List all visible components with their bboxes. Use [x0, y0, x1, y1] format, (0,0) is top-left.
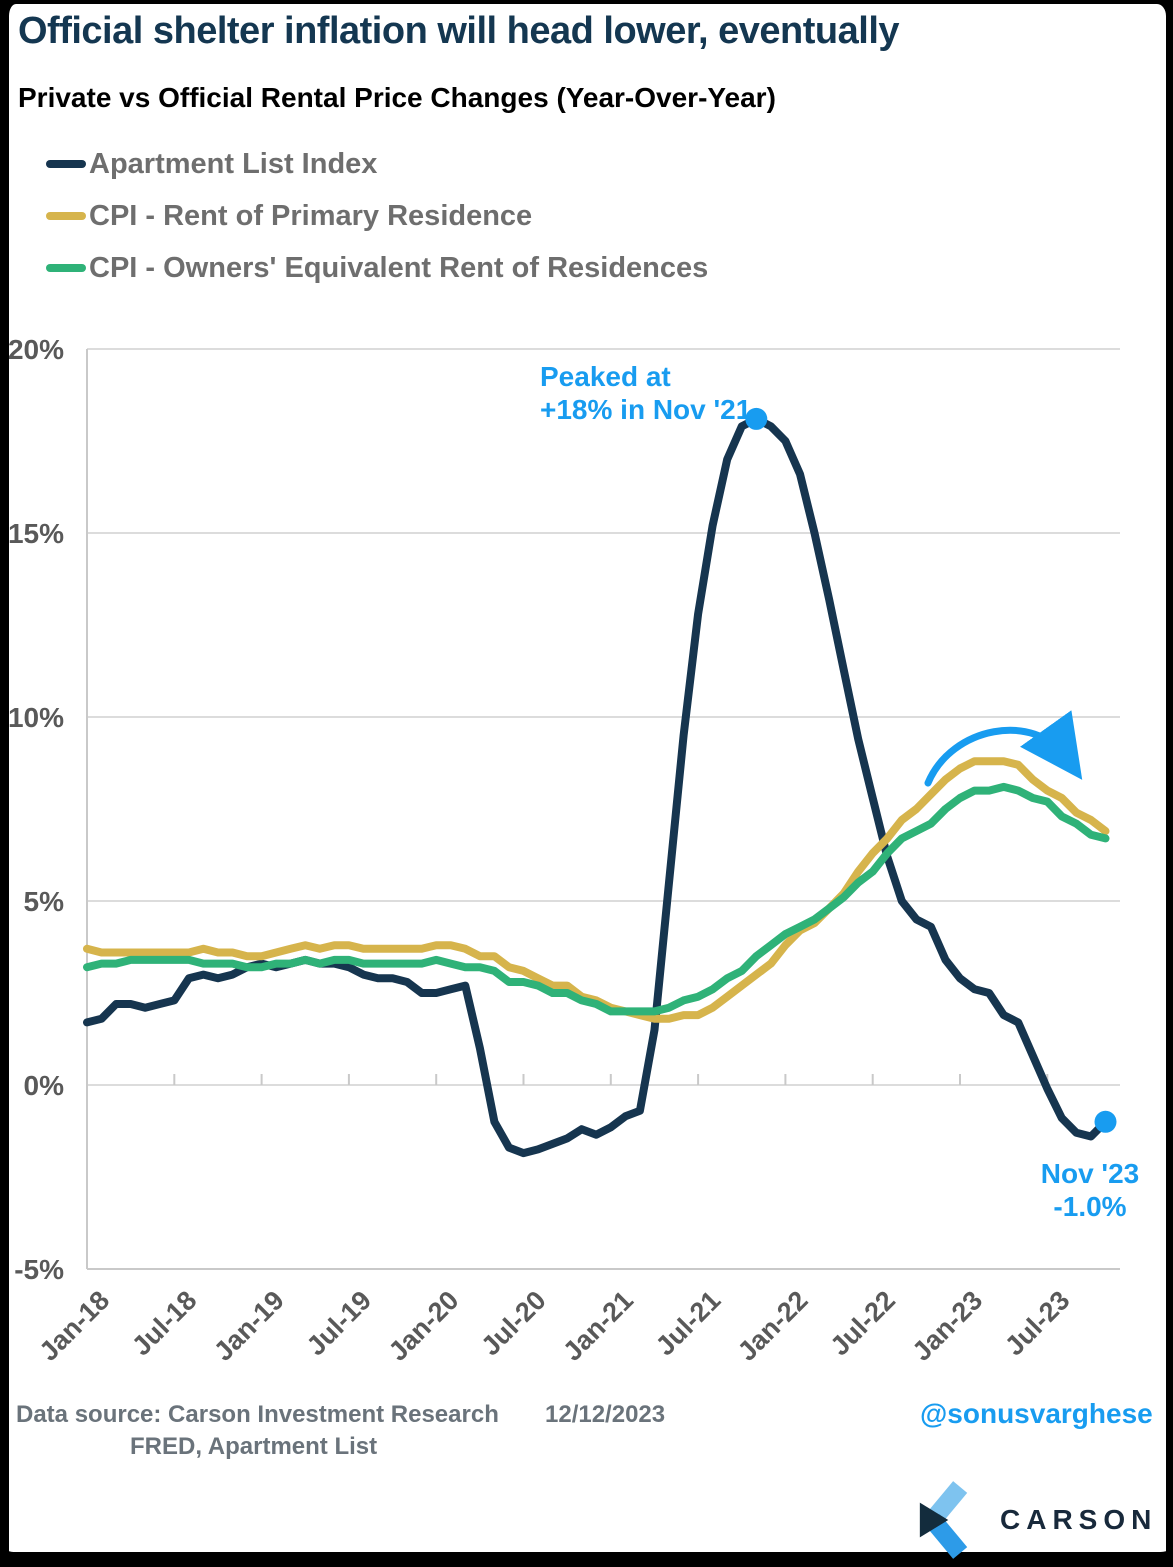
data-source-line1: Data source: Carson Investment Research: [16, 1401, 499, 1428]
chart-subtitle: Private vs Official Rental Price Changes…: [18, 82, 776, 113]
series-line-apartment-list: [83, 414, 1110, 1158]
x-axis-label: Jan-22: [732, 1285, 814, 1367]
legend: Apartment List Index CPI - Rent of Prima…: [46, 138, 708, 294]
x-axis-label: Jan-19: [208, 1285, 290, 1367]
data-source-line2: FRED, Apartment List: [130, 1433, 378, 1460]
latest-annotation-line2: -1.0%: [1053, 1191, 1127, 1222]
x-axis-label: Jul-18: [126, 1285, 202, 1361]
x-axis-label: Jul-23: [999, 1285, 1075, 1361]
rollover-arrow-icon: [924, 710, 1083, 787]
legend-label: CPI - Rent of Primary Residence: [89, 199, 533, 232]
y-axis-label: 15%: [8, 518, 64, 549]
peak-annotation-line1: Peaked at: [540, 361, 671, 392]
y-axis-label: -5%: [14, 1254, 64, 1285]
latest-annotation-line1: Nov '23: [1040, 1158, 1140, 1189]
marker-dot-latest: [1094, 1110, 1117, 1133]
twitter-handle: @sonusvarghese: [920, 1398, 1153, 1429]
page-title: Official shelter inflation will head low…: [18, 10, 900, 52]
y-axis-label: 0%: [24, 1070, 65, 1101]
chart-date: 12/12/2023: [545, 1401, 666, 1428]
carson-logo: CARSON: [918, 1478, 1157, 1562]
x-axis-label: Jan-18: [34, 1285, 116, 1367]
legend-label: Apartment List Index: [89, 147, 378, 180]
carson-logo-text: CARSON: [1000, 1504, 1158, 1535]
x-axis-label: Jul-20: [475, 1285, 551, 1361]
x-axis-label: Jul-22: [825, 1285, 901, 1361]
peak-annotation: Peaked at +18% in Nov '21: [540, 360, 751, 426]
legend-swatch-apartment-list-icon: [46, 160, 86, 168]
x-axis-label: Jul-21: [650, 1285, 726, 1361]
y-axis-label: 10%: [8, 702, 64, 733]
series-line-cpi-oer: [83, 782, 1110, 1016]
legend-swatch-cpi-rent-icon: [46, 212, 86, 220]
legend-item-cpi-rent: CPI - Rent of Primary Residence: [46, 190, 708, 242]
peak-annotation-line2: +18% in Nov '21: [540, 394, 752, 425]
legend-swatch-cpi-oer-icon: [46, 264, 86, 272]
legend-item-apartment-list: Apartment List Index: [46, 138, 708, 190]
legend-label: CPI - Owners' Equivalent Rent of Residen…: [89, 251, 709, 284]
y-axis-label: 5%: [24, 886, 65, 917]
x-axis-label: Jan-23: [907, 1285, 989, 1367]
marker-dot-peak: [745, 407, 768, 430]
latest-annotation: Nov '23 -1.0%: [1010, 1157, 1170, 1223]
x-axis-label: Jul-19: [301, 1285, 377, 1361]
y-axis-label: 20%: [8, 334, 64, 365]
x-axis-label: Jan-21: [557, 1285, 639, 1367]
carson-logo-icon: [919, 1481, 968, 1559]
x-axis-label: Jan-20: [383, 1285, 465, 1367]
legend-item-cpi-oer: CPI - Owners' Equivalent Rent of Residen…: [46, 242, 708, 294]
